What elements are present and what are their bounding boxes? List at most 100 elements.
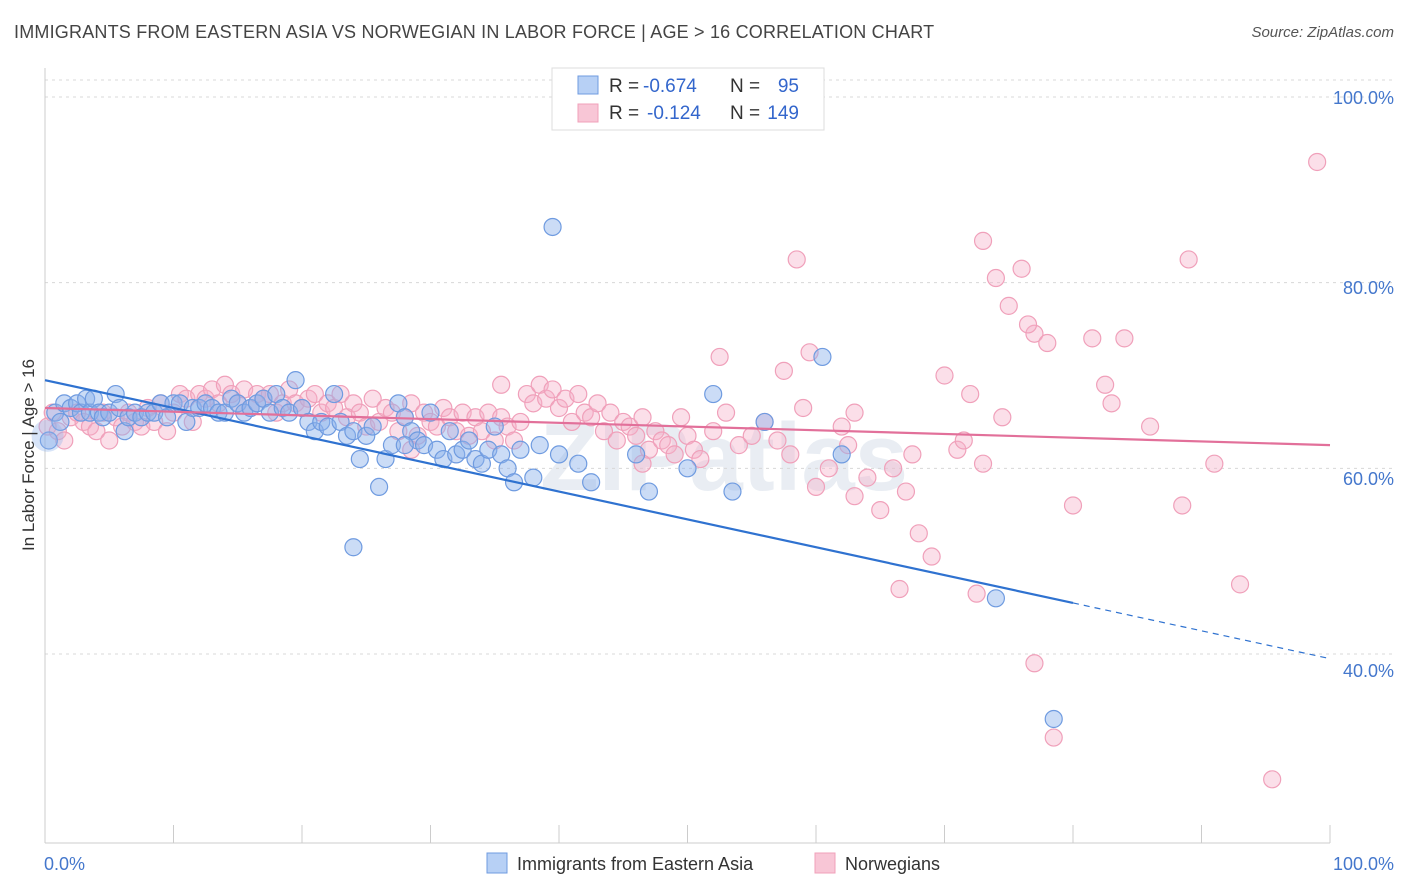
point-pink-95 [646, 422, 665, 441]
point-blue-42 [286, 371, 305, 390]
point-blue-48 [325, 384, 344, 404]
point-pink-105 [729, 436, 749, 455]
point-pink-130 [839, 436, 858, 455]
point-pink-151 [1179, 250, 1198, 269]
point-blue-52 [350, 449, 369, 469]
point-pink-59 [414, 403, 434, 422]
trend-line-blue-extension [1072, 602, 1331, 660]
point-pink-149 [1044, 728, 1063, 747]
point-blue-57 [382, 436, 402, 455]
point-pink-137 [1083, 329, 1102, 348]
point-blue-73 [485, 417, 504, 436]
point-pink-113 [832, 417, 851, 436]
point-pink-109 [781, 445, 800, 464]
point-pink-131 [845, 487, 864, 506]
point-pink-139 [1140, 417, 1160, 436]
point-pink-48 [344, 394, 363, 413]
trend-lines [44, 379, 1331, 660]
point-pink-19 [157, 422, 177, 441]
point-pink-141 [492, 375, 511, 394]
x-tick-label-max: 100.0% [1333, 854, 1394, 874]
point-pink-118 [896, 482, 916, 501]
point-blue-82 [582, 473, 601, 492]
point-blue-77 [511, 440, 530, 459]
point-pink-150 [1173, 496, 1192, 515]
point-blue-85 [678, 459, 697, 478]
point-blue-93 [832, 445, 851, 464]
point-blue-80 [549, 445, 569, 464]
legend-n-value-blue: 95 [778, 76, 799, 97]
point-blue-83 [626, 445, 646, 464]
legend-r-label-blue: R = [609, 76, 639, 97]
point-pink-80 [549, 398, 569, 418]
point-pink-104 [716, 403, 736, 422]
grid [45, 79, 1395, 655]
point-pink-156 [1096, 375, 1115, 394]
bottom-legend-swatch-blue [486, 852, 508, 874]
series-immigrants-eastern-asia [31, 217, 1063, 729]
axes [44, 68, 1331, 844]
legend-r-value-blue: -0.674 [643, 76, 697, 97]
point-pink-153 [1263, 770, 1282, 789]
point-blue-90 [704, 384, 723, 404]
point-blue-87 [344, 538, 363, 557]
point-blue-66 [440, 422, 459, 441]
point-pink-99 [671, 408, 691, 427]
point-pink-126 [999, 296, 1018, 315]
bottom-legend-label-blue: Immigrants from Eastern Asia [517, 854, 754, 874]
point-pink-89 [607, 431, 626, 450]
point-pink-116 [871, 501, 890, 520]
point-pink-110 [794, 398, 813, 418]
point-blue-55 [370, 477, 389, 496]
point-pink-106 [742, 426, 761, 445]
point-blue-5 [68, 394, 87, 413]
point-pink-103 [704, 422, 723, 441]
point-blue-54 [363, 417, 382, 436]
point-pink-124 [973, 454, 993, 473]
point-pink-46 [331, 384, 350, 404]
point-pink-142 [633, 454, 652, 473]
point-pink-88 [601, 403, 620, 422]
point-blue-44 [299, 412, 318, 432]
point-pink-115 [858, 468, 877, 487]
point-pink-101 [684, 440, 704, 459]
y-axis-title: In Labor Force | Age > 16 [19, 359, 38, 551]
point-pink-129 [1038, 333, 1057, 353]
point-pink-154 [1308, 152, 1327, 172]
point-blue-79 [530, 436, 549, 455]
point-pink-83 [569, 384, 588, 404]
point-pink-158 [1018, 315, 1038, 334]
point-pink-114 [845, 403, 864, 422]
legend-swatch-pink [577, 103, 599, 123]
point-pink-136 [1063, 496, 1083, 515]
point-blue-cluster [31, 419, 64, 452]
point-pink-42 [305, 384, 324, 404]
bottom-legend: Immigrants from Eastern Asia Norwegians [486, 852, 940, 874]
point-pink-133 [903, 445, 922, 464]
point-pink-75 [517, 384, 536, 404]
point-pink-87 [594, 422, 614, 441]
x-tick-label-min: 0.0% [44, 854, 85, 874]
point-pink-123 [961, 384, 980, 404]
point-pink-159 [787, 250, 806, 269]
point-pink-157 [1115, 329, 1134, 348]
point-pink-155 [1205, 454, 1224, 473]
point-pink-10 [100, 431, 119, 450]
point-pink-93 [633, 408, 652, 427]
point-pink-51 [363, 389, 382, 408]
point-pink-79 [543, 380, 562, 399]
point-blue-0 [39, 431, 58, 450]
point-pink-112 [819, 459, 838, 478]
y-tick-label-40: 40.0% [1343, 661, 1394, 681]
legend-swatch-blue [577, 75, 599, 95]
point-pink-121 [935, 366, 954, 385]
point-pink-78 [537, 389, 556, 408]
point-blue-63 [421, 403, 440, 422]
point-pink-108 [768, 431, 787, 450]
legend-n-label-pink: N = [730, 103, 760, 124]
point-pink-148 [1025, 654, 1044, 673]
point-pink-122 [948, 440, 967, 459]
point-pink-135 [973, 231, 993, 250]
point-pink-146 [954, 431, 973, 450]
